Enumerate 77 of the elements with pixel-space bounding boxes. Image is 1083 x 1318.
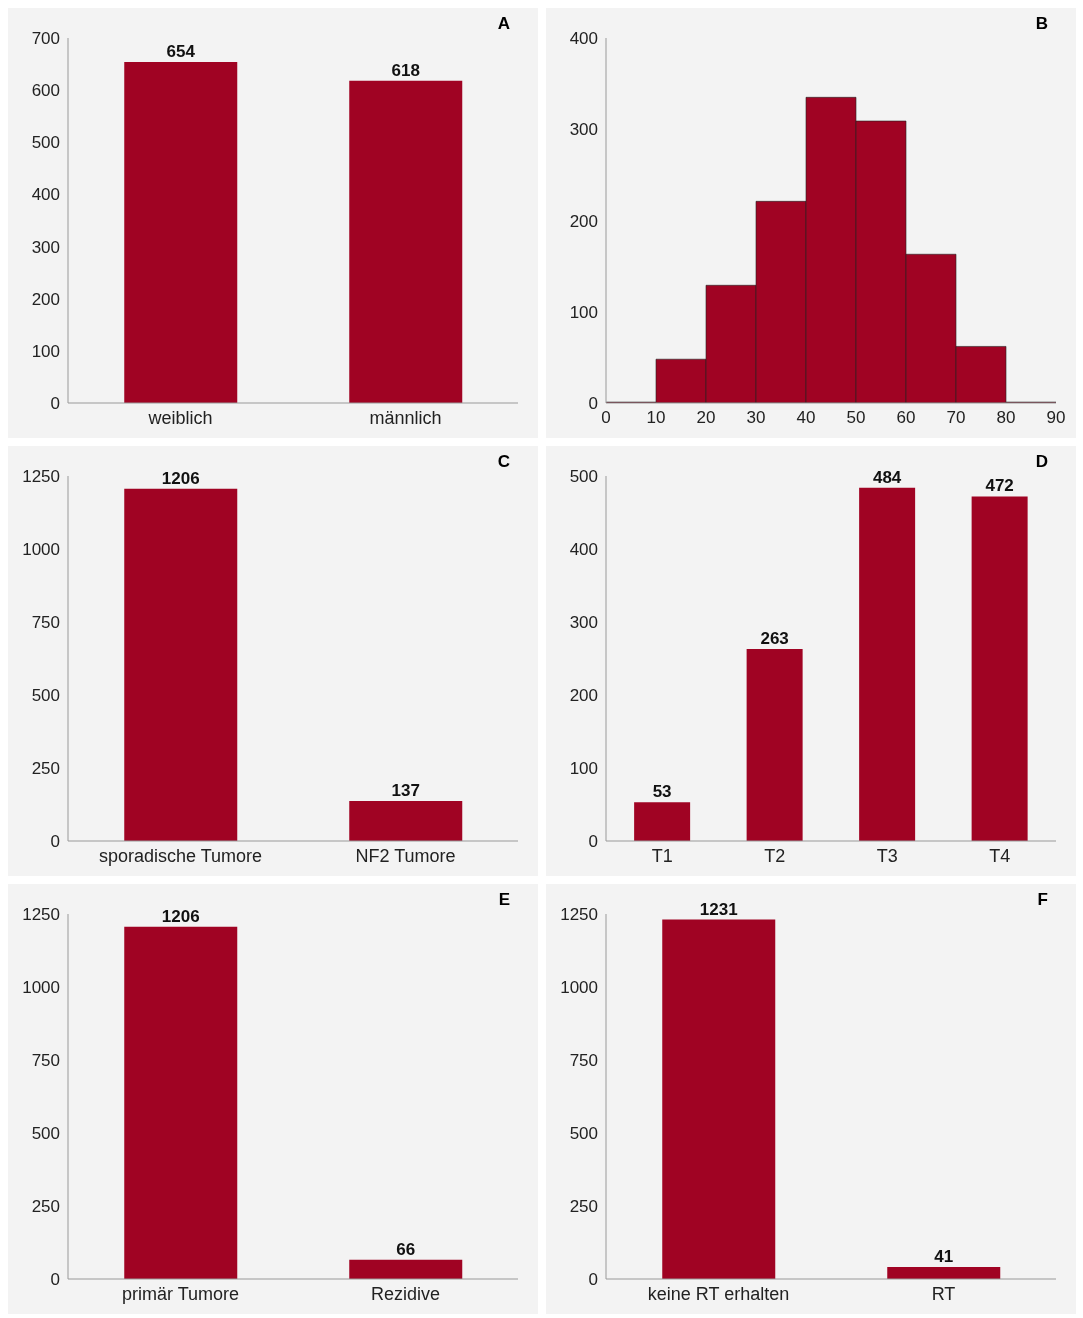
- y-tick-label: 200: [569, 211, 598, 231]
- x-tick-label: NF2 Tumore: [355, 845, 456, 866]
- x-tick-label: 80: [996, 408, 1016, 428]
- data-label: 66: [396, 1239, 416, 1259]
- y-tick-label: 0: [50, 1270, 60, 1290]
- text: F: [1037, 890, 1048, 910]
- x-tick-label: 30: [746, 408, 766, 428]
- data-label: 472: [985, 476, 1014, 496]
- y-tick-label: 250: [31, 1197, 60, 1217]
- data-label: 137: [391, 781, 420, 800]
- x-tick-label: 0: [601, 408, 611, 428]
- y-tick-label: 500: [569, 467, 598, 487]
- text: B: [1035, 14, 1048, 34]
- x-tick-label: 60: [896, 408, 916, 428]
- y-tick-label: 100: [31, 341, 60, 361]
- x-tick-label: weiblich: [147, 407, 213, 428]
- y-tick-label: 0: [50, 832, 60, 852]
- data-label: 41: [934, 1247, 954, 1267]
- y-tick-label: 1250: [22, 905, 60, 925]
- y-tick-label: 750: [569, 1051, 598, 1071]
- x-tick-label: keine RT erhalten: [647, 1283, 790, 1304]
- y-tick-label: 500: [569, 1124, 598, 1144]
- text: D: [1035, 452, 1048, 472]
- y-tick-label: 500: [31, 133, 60, 153]
- y-tick-label: 750: [31, 613, 60, 633]
- y-tick-label: 300: [569, 613, 598, 633]
- y-tick-label: 0: [588, 1270, 598, 1290]
- x-tick-label: Rezidive: [370, 1283, 441, 1304]
- y-tick-label: 1000: [560, 978, 598, 998]
- data-label: 484: [872, 467, 902, 487]
- y-tick-label: 1250: [22, 467, 60, 487]
- y-tick-label: 250: [569, 1197, 598, 1217]
- data-label: 1206: [161, 906, 200, 926]
- x-tick-label: sporadische Tumore: [98, 845, 263, 866]
- text: C: [497, 452, 510, 472]
- y-tick-label: 600: [31, 81, 60, 101]
- x-tick-label: 70: [946, 408, 966, 428]
- x-tick-label: 20: [696, 408, 716, 428]
- x-tick-label: primär Tumore: [121, 1283, 240, 1304]
- y-tick-label: 750: [31, 1051, 60, 1071]
- data-label: 1206: [161, 468, 200, 488]
- x-tick-label: männlich: [369, 407, 442, 428]
- y-tick-label: 300: [569, 120, 598, 140]
- y-tick-label: 300: [31, 237, 60, 257]
- x-tick-label: T4: [989, 845, 1011, 866]
- x-tick-label: T2: [764, 845, 786, 866]
- x-tick-label: RT: [931, 1283, 956, 1304]
- x-tick-label: 50: [846, 408, 866, 428]
- x-tick-label: 90: [1046, 408, 1066, 428]
- data-label: 263: [760, 629, 789, 649]
- text: E: [498, 890, 510, 910]
- y-tick-label: 0: [588, 394, 598, 414]
- y-tick-label: 1000: [22, 540, 60, 560]
- x-tick-label: T1: [651, 845, 673, 866]
- y-tick-label: 100: [569, 302, 598, 322]
- y-tick-label: 100: [569, 759, 598, 779]
- y-tick-label: 400: [569, 29, 598, 49]
- y-tick-label: 400: [569, 540, 598, 560]
- y-tick-label: 200: [569, 686, 598, 706]
- data-label: 1231: [699, 899, 738, 919]
- y-tick-label: 0: [50, 394, 60, 414]
- y-tick-label: 400: [31, 185, 60, 205]
- x-tick-label: 40: [796, 408, 816, 428]
- y-tick-label: 250: [31, 759, 60, 779]
- y-tick-label: 1000: [22, 978, 60, 998]
- y-tick-label: 1250: [560, 905, 598, 925]
- data-label: 654: [166, 41, 196, 61]
- text: A: [497, 14, 510, 34]
- data-label: 53: [652, 782, 672, 802]
- y-tick-label: 200: [31, 289, 60, 309]
- x-tick-label: T3: [876, 845, 898, 866]
- y-tick-label: 700: [31, 29, 60, 49]
- y-tick-label: 0: [588, 832, 598, 852]
- y-tick-label: 500: [31, 686, 60, 706]
- y-tick-label: 500: [31, 1124, 60, 1144]
- x-tick-label: 10: [646, 408, 666, 428]
- data-label: 618: [391, 60, 420, 80]
